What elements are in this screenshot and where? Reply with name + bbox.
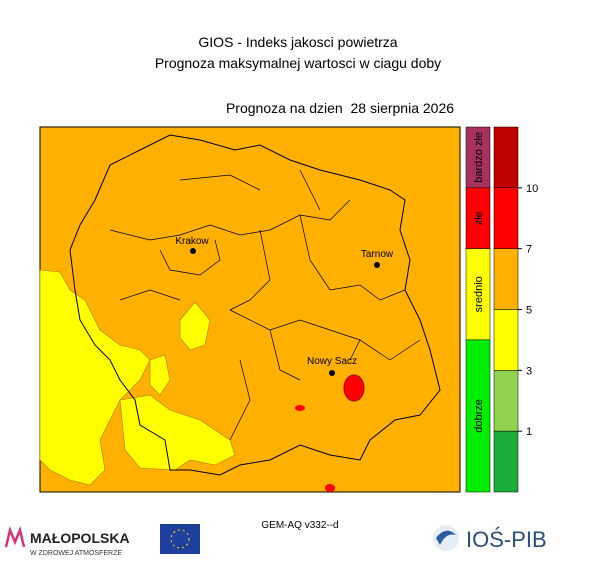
scale-swatch xyxy=(493,430,519,493)
region-border xyxy=(69,134,441,476)
scale-tick-label: 3 xyxy=(526,365,532,377)
scale-tick-label: 5 xyxy=(526,305,532,317)
legend: bardzo złe złe srednio dobrze 10 7 5 3 1 xyxy=(465,126,538,493)
category-swatch xyxy=(465,248,491,341)
logo-subtext: W ZDROWEJ ATMOSFERZE xyxy=(30,550,122,557)
scale-swatch xyxy=(493,187,519,249)
city-dot xyxy=(190,248,196,254)
district-borders xyxy=(109,169,421,441)
bad-zone xyxy=(343,374,365,402)
eu-stars xyxy=(170,529,190,549)
category-label: dobrze xyxy=(473,399,485,433)
category-label: złe xyxy=(473,211,485,225)
scale-swatch xyxy=(493,126,519,189)
category-swatch xyxy=(465,126,491,189)
scale-swatch xyxy=(493,248,519,310)
city-dot xyxy=(329,370,335,376)
category-label: srednio xyxy=(473,276,485,312)
city-label: Nowy Sacz xyxy=(307,356,357,367)
bad-zone xyxy=(295,405,305,411)
forecast-date: Prognoza na dzien 28 sierpnia 2026 xyxy=(226,100,454,116)
logo-left: MAŁOPOLSKA W ZDROWEJ ATMOSFERZE xyxy=(4,524,200,557)
logo-icon xyxy=(4,525,26,548)
moderate-zone xyxy=(149,354,171,396)
logo-right: IOŚ-PIB xyxy=(433,525,547,552)
scale-swatch xyxy=(493,370,519,432)
logo-icon xyxy=(436,530,456,545)
title: GIOS - Indeks jakosci powietrza xyxy=(198,34,397,50)
city-label: Tarnow xyxy=(361,249,394,260)
category-label: bardzo złe xyxy=(473,132,485,183)
category-swatch xyxy=(465,339,491,493)
map-frame xyxy=(39,126,461,493)
subtitle: Prognoza maksymalnej wartosci w ciagu do… xyxy=(155,55,441,71)
moderate-zone xyxy=(179,301,211,351)
city-dot xyxy=(374,262,380,268)
logo-icon xyxy=(433,525,459,551)
scale-tick-label: 1 xyxy=(526,426,532,438)
city-label: Krakow xyxy=(175,236,209,247)
eu-flag xyxy=(160,524,200,554)
logo-text: MAŁOPOLSKA xyxy=(30,530,130,546)
moderate-zone xyxy=(39,269,151,486)
moderate-zone xyxy=(119,394,236,471)
scale-tick-label: 10 xyxy=(526,183,538,195)
category-swatch xyxy=(465,187,491,249)
scale-swatch xyxy=(493,309,519,371)
scale-tick-label: 7 xyxy=(526,244,532,256)
logo-text: IOŚ-PIB xyxy=(466,527,547,552)
bad-zone xyxy=(325,484,335,492)
map: Krakow Tarnow Nowy Sacz xyxy=(39,126,461,493)
model-label: GEM-AQ v332--d xyxy=(261,520,338,531)
